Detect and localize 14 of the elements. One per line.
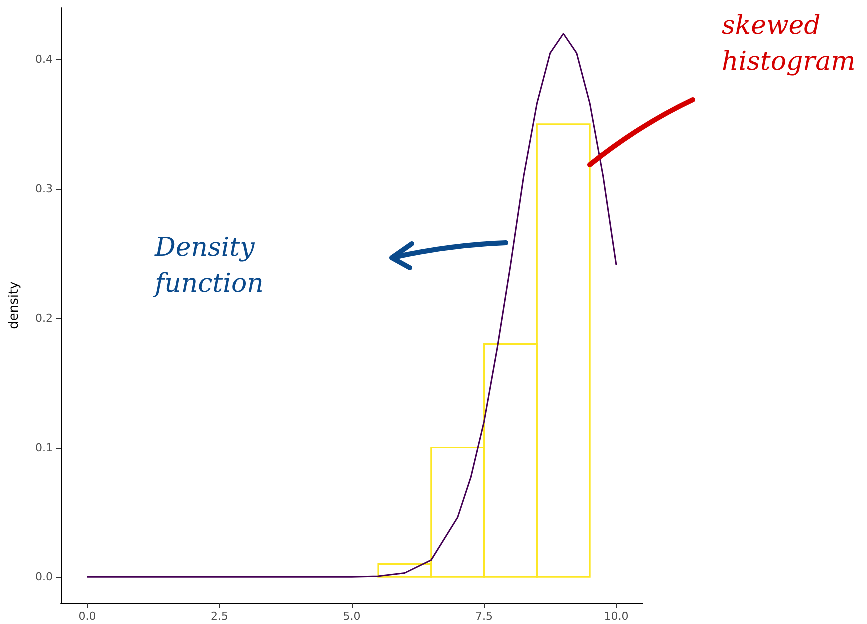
y-axis-title: density bbox=[7, 281, 22, 330]
x-tick-label: 7.5 bbox=[476, 610, 494, 623]
x-tick-label: 10.0 bbox=[604, 610, 629, 623]
y-tick-label: 0.2 bbox=[36, 312, 53, 325]
x-tick-label: 0.0 bbox=[78, 610, 96, 623]
y-tick-label: 0.3 bbox=[36, 182, 53, 196]
x-tick-label: 5.0 bbox=[343, 610, 361, 623]
y-tick-label: 0.4 bbox=[36, 53, 53, 66]
y-tick-label: 0.1 bbox=[36, 441, 53, 454]
y-tick-label: 0.0 bbox=[36, 570, 53, 584]
annotation: Density function bbox=[155, 232, 265, 302]
line-series bbox=[86, 33, 618, 578]
x-tick-label: 2.5 bbox=[210, 610, 228, 623]
text: skewed histogram bbox=[722, 10, 857, 80]
